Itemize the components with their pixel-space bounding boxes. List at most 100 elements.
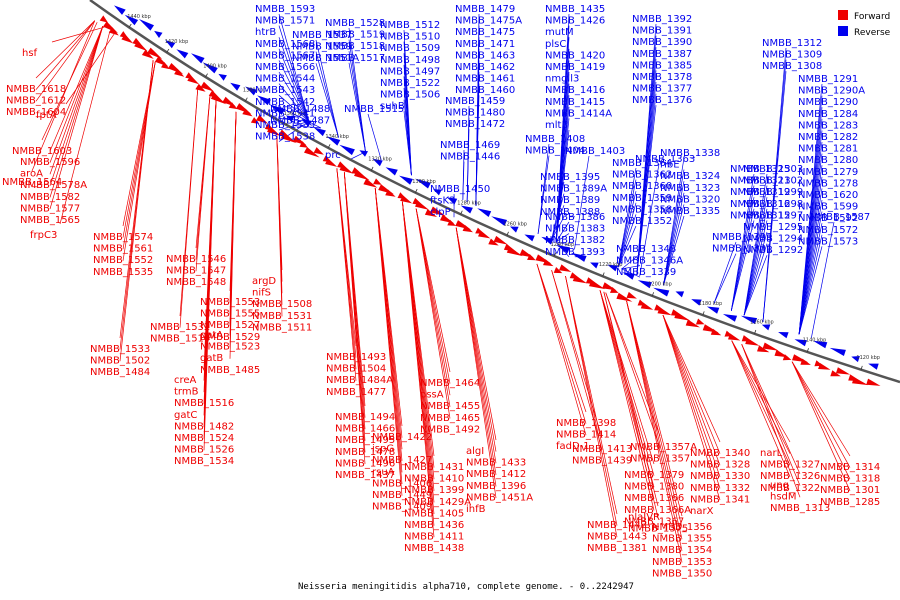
gene-label: NMBB_1396 bbox=[466, 481, 526, 492]
reverse-gene-arrow bbox=[590, 262, 599, 269]
connector-line bbox=[374, 188, 403, 496]
forward-gene-arrow bbox=[626, 291, 637, 299]
forward-gene-arrow bbox=[313, 147, 324, 155]
gene-label: NMBB_1514 bbox=[150, 334, 210, 345]
reverse-gene-arrow bbox=[675, 291, 685, 298]
forward-gene-arrow bbox=[478, 230, 491, 239]
gene-label: fadD-1 bbox=[556, 441, 590, 452]
gene-label: NMBB_1290A bbox=[798, 86, 865, 97]
gene-label: NMBB_1488 bbox=[270, 104, 330, 115]
connector-line bbox=[49, 26, 104, 152]
scale-tick bbox=[506, 231, 509, 236]
connector-line bbox=[565, 275, 618, 515]
connector-line bbox=[621, 253, 641, 270]
gene-label: NMBB_1320 bbox=[660, 194, 720, 205]
gene-label: NMBB_1455 bbox=[420, 401, 480, 412]
connector-line bbox=[663, 215, 685, 286]
gene-label: NMBB_1465 bbox=[420, 413, 480, 424]
gene-label: NMBB_1552 bbox=[93, 255, 153, 266]
scale-tick-label: 1440 kbp bbox=[127, 14, 151, 20]
gene-label: NMBB_1451A bbox=[466, 492, 533, 503]
connector-line bbox=[574, 155, 590, 250]
gene-label: NMBB_1325 bbox=[730, 164, 790, 175]
gene-label: NMBB_1416 bbox=[545, 85, 605, 96]
forward-gene-arrow bbox=[710, 328, 722, 336]
gene-label: NMBB_1278 bbox=[798, 178, 858, 189]
forward-gene-arrow bbox=[640, 302, 654, 310]
forward-gene-arrow bbox=[187, 75, 200, 85]
gene-label: NMBB_1410 bbox=[404, 474, 464, 485]
gene-label: NMBB_1475A bbox=[455, 16, 522, 27]
gene-label: NMBB_1498 bbox=[380, 55, 440, 66]
connector-line bbox=[741, 343, 801, 486]
reverse-gene-arrow bbox=[176, 49, 189, 59]
gene-label: NMBB_1533 bbox=[90, 344, 150, 355]
gene-label: NMBB_1531 bbox=[252, 311, 312, 322]
gene-label: NMBB_1332 bbox=[690, 483, 750, 494]
gene-label: NMBB_1415 bbox=[545, 97, 605, 108]
connector-line bbox=[731, 340, 791, 466]
connector-line bbox=[119, 60, 154, 362]
gene-label: NMBB_1469 bbox=[440, 140, 500, 151]
gene-label: NMBB_1350 bbox=[652, 568, 712, 579]
reverse-gene-arrow bbox=[761, 324, 771, 331]
connector-line bbox=[810, 221, 835, 339]
legend-reverse-label: Reverse bbox=[854, 28, 891, 38]
gene-label: NMBB_1464 bbox=[420, 378, 480, 389]
reverse-gene-arrow bbox=[794, 339, 807, 347]
reverse-gene-arrow bbox=[722, 314, 738, 322]
connector-line bbox=[743, 197, 768, 316]
gene-label: NMBB_1572 bbox=[798, 225, 858, 236]
gene-label: NMBB_1357 bbox=[630, 454, 690, 465]
gene-label: NMBB_1303 bbox=[743, 164, 803, 175]
connector-line bbox=[336, 168, 357, 381]
gene-label: NMBB_1381 bbox=[587, 543, 647, 554]
connector-line bbox=[617, 225, 637, 268]
connector-line bbox=[551, 181, 565, 240]
forward-gene-arrow bbox=[242, 108, 253, 117]
reverse-gene-arrow bbox=[257, 95, 271, 106]
scale-tick-label: 1300 kbp bbox=[412, 179, 436, 185]
gene-label: NMBB_1551A bbox=[292, 53, 359, 64]
label-connector-lines bbox=[31, 13, 851, 563]
gene-label: NMBB_1442 bbox=[587, 520, 647, 531]
scale-tick-label: 1260 kbp bbox=[503, 221, 527, 227]
gene-label: NMBB_1328 bbox=[690, 460, 750, 471]
figure-caption: Neisseria meningitidis alpha710, complet… bbox=[298, 582, 634, 592]
forward-gene-arrow bbox=[852, 377, 869, 386]
gene-label: NMBB_1319 bbox=[730, 187, 790, 198]
gene-label: NMBB_1298 bbox=[743, 199, 803, 210]
gene-label: NMBB_1308 bbox=[762, 61, 822, 72]
gene-label: NMBB_1492 bbox=[420, 424, 480, 435]
forward-gene-arrow bbox=[121, 34, 134, 44]
reverse-gene-arrow bbox=[740, 315, 758, 325]
reverse-gene-arrow bbox=[154, 30, 163, 38]
connector-line bbox=[599, 290, 655, 488]
gene-label: NMBB_1357A bbox=[630, 442, 697, 453]
connector-line bbox=[415, 208, 451, 373]
gene-label: NMBB_1403 bbox=[565, 146, 625, 157]
connector-line bbox=[798, 234, 823, 335]
gene-label: frpC3 bbox=[30, 230, 57, 241]
gene-label: NMBB_1482 bbox=[174, 421, 234, 432]
gene-label: NMBB_1323 bbox=[660, 183, 720, 194]
reverse-gene-arrow bbox=[191, 53, 205, 64]
gene-label: NMBB_1472 bbox=[445, 119, 505, 130]
forward-gene-arrow bbox=[256, 114, 269, 124]
connector-line bbox=[367, 113, 382, 161]
connector-line bbox=[713, 241, 737, 305]
gene-label: NMBB_1422 bbox=[372, 432, 432, 443]
gene-label: clpP bbox=[430, 207, 451, 218]
reverse-gene-arrow bbox=[399, 175, 413, 185]
forward-gene-arrow bbox=[800, 358, 811, 365]
gene-label: NMBB_1546 bbox=[166, 254, 226, 265]
gene-label: NMBB_1321 bbox=[730, 176, 790, 187]
gene-label: NMBB_1338 bbox=[660, 148, 720, 159]
scale-tick-label: 1240 kbp bbox=[551, 242, 575, 248]
gene-label: NMBB_1411 bbox=[404, 532, 464, 543]
connector-line bbox=[617, 191, 637, 268]
gene-label: NMBB_1379 bbox=[624, 470, 684, 481]
connector-line bbox=[605, 292, 661, 448]
forward-gene-arrow bbox=[674, 312, 691, 321]
